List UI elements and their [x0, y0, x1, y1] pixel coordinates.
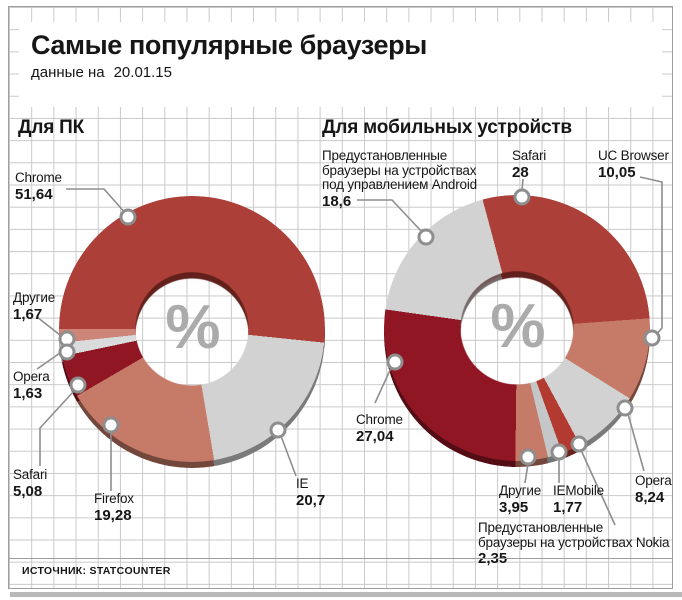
label-value: 27,04: [356, 427, 394, 445]
label-value: 20,7: [296, 491, 326, 509]
label-value: 19,28: [94, 506, 132, 524]
label-text: Firefox: [94, 491, 134, 506]
donut-chart-mobile: %: [384, 195, 650, 467]
section-title-pc: Для ПК: [18, 117, 85, 138]
donut-hole: %: [135, 272, 249, 386]
label-mob-opera: Opera 8,24: [635, 474, 672, 505]
percent-symbol: %: [490, 291, 545, 361]
label-value: 28: [512, 163, 529, 181]
label-pc-safari: Safari 5,08: [13, 468, 47, 499]
label-value: 8,24: [635, 488, 665, 506]
label-text: браузеры на устройствах: [322, 162, 477, 178]
label-mob-uc-browser: UC Browser 10,05: [598, 149, 669, 180]
label-value: 3,95: [499, 498, 529, 516]
label-value: 10,05: [598, 163, 636, 181]
label-text: Safari: [512, 148, 547, 163]
section-title-mobile: Для мобильных устройств: [322, 117, 572, 138]
label-mob-android: Предустановленные браузеры на устройства…: [322, 149, 477, 209]
label-text: Safari: [13, 467, 48, 482]
subtitle: данные на 20.01.15: [31, 64, 172, 81]
header-card: Самые популярные браузеры данные на 20.01…: [19, 22, 662, 107]
label-text: Другие: [499, 483, 542, 498]
label-text: Chrome: [356, 412, 403, 427]
label-value: 1,63: [13, 384, 43, 402]
donut-hole: %: [460, 271, 574, 385]
label-text: IEMobile: [553, 483, 604, 498]
label-text: IE: [296, 476, 309, 491]
source-credit: ИСТОЧНИК: STATCOUNTER: [22, 565, 171, 577]
label-mob-safari: Safari 28: [512, 149, 546, 180]
page-title: Самые популярные браузеры: [31, 30, 427, 60]
label-value: 5,08: [13, 482, 43, 500]
bottom-bar: [10, 592, 682, 597]
label-pc-chrome: Chrome 51,64: [15, 171, 62, 202]
label-text: Opera: [635, 473, 672, 488]
label-value: 51,64: [15, 185, 53, 203]
label-mob-chrome: Chrome 27,04: [356, 413, 403, 444]
label-text: Opera: [13, 369, 50, 384]
donut-chart-pc: %: [59, 196, 325, 468]
label-text: под управлением Android: [322, 177, 477, 192]
label-mob-nokia: Предустановленные браузеры на устройства…: [478, 520, 670, 566]
label-value: 18,6: [322, 192, 352, 210]
label-pc-firefox: Firefox 19,28: [94, 492, 134, 523]
label-text: Другие: [13, 290, 56, 305]
label-text: Предустановленные: [322, 148, 448, 163]
label-pc-ie: IE 20,7: [296, 477, 325, 508]
label-text: Предустановленные: [478, 520, 604, 535]
percent-symbol: %: [165, 292, 220, 362]
label-pc-opera: Opera 1,63: [13, 370, 50, 401]
label-text: UC Browser: [598, 148, 669, 163]
label-value: 1,67: [13, 305, 43, 323]
label-value: 1,77: [553, 498, 583, 516]
label-pc-drugie: Другие 1,67: [13, 291, 55, 322]
label-text: браузеры на устройствах Nokia: [478, 534, 670, 550]
label-mob-drugie: Другие 3,95: [499, 484, 541, 515]
date-value: 20.01.15: [113, 64, 172, 81]
label-text: Chrome: [15, 170, 62, 185]
footer-divider: [8, 558, 673, 559]
date-label: данные на: [31, 64, 105, 81]
label-mob-iemobile: IEMobile 1,77: [553, 484, 604, 515]
